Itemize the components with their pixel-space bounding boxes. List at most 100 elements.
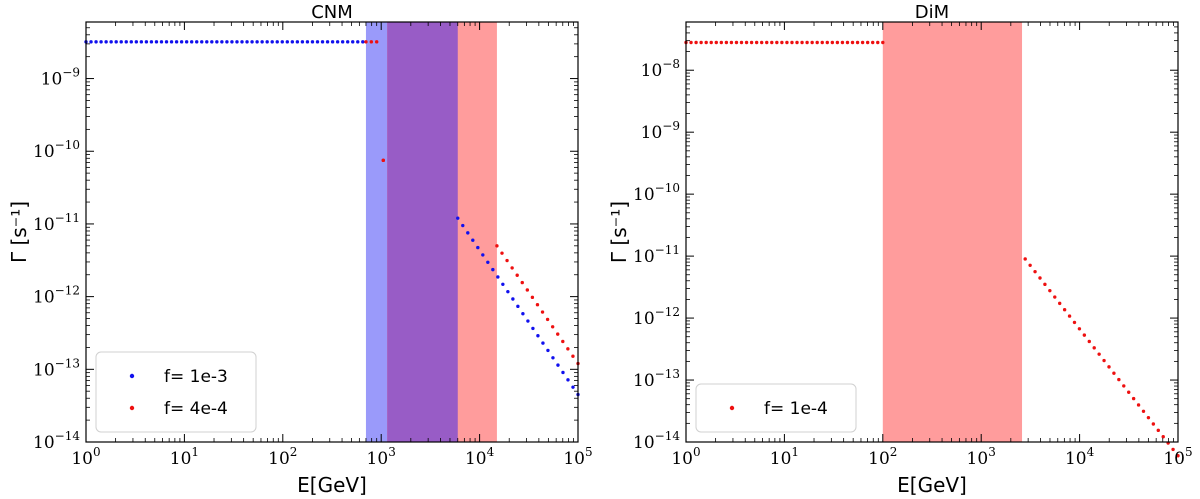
- data-point: [240, 40, 244, 44]
- data-point: [1048, 288, 1052, 293]
- data-point: [734, 40, 739, 45]
- data-point: [825, 40, 829, 45]
- data-point: [536, 334, 540, 338]
- data-point: [230, 40, 234, 44]
- data-point: [739, 40, 744, 45]
- data-point: [871, 40, 875, 45]
- data-point: [1117, 377, 1121, 382]
- data-point: [310, 40, 315, 44]
- y-tick-base: 10: [33, 142, 55, 162]
- data-point: [510, 266, 514, 270]
- data-point: [325, 40, 330, 44]
- data-point: [1136, 403, 1141, 407]
- x-tick-exp: 4: [1087, 445, 1095, 459]
- data-point: [719, 40, 724, 45]
- data-point: [785, 40, 789, 45]
- data-point: [476, 245, 480, 250]
- data-point: [245, 40, 249, 44]
- data-point: [556, 363, 560, 367]
- x-tick-exp: 5: [585, 445, 593, 459]
- legend-label: f= 1e-4: [764, 399, 828, 419]
- data-point: [265, 40, 269, 44]
- data-point: [275, 40, 279, 44]
- data-point: [164, 40, 169, 44]
- x-tick-exp: 0: [693, 445, 701, 459]
- y-tick-label: 10−13: [633, 367, 680, 391]
- y-tick-exp: −8: [662, 57, 680, 71]
- data-point: [1033, 269, 1037, 274]
- data-point: [566, 378, 570, 382]
- data-point: [119, 40, 123, 44]
- y-tick-base: 10: [33, 288, 55, 308]
- data-point: [1092, 346, 1096, 350]
- x-tick-base: 10: [465, 449, 487, 469]
- y-tick-label: 10−14: [633, 429, 680, 453]
- x-tick-base: 10: [367, 449, 389, 469]
- data-point: [250, 40, 254, 44]
- x-tick-exp: 2: [890, 445, 898, 459]
- x-tick-exp: 3: [388, 445, 396, 459]
- band-0: [882, 22, 1023, 442]
- data-point: [1023, 257, 1027, 261]
- y-tick-label: 10−10: [33, 138, 80, 162]
- data-point: [855, 40, 860, 45]
- x-tick-label: 100: [671, 445, 700, 469]
- data-point: [1062, 308, 1067, 312]
- data-point: [520, 280, 524, 285]
- data-point: [1131, 396, 1136, 401]
- data-point: [689, 40, 693, 45]
- data-point: [1097, 352, 1101, 356]
- data-point: [99, 40, 103, 44]
- data-point: [381, 158, 385, 163]
- data-point: [881, 40, 885, 45]
- data-point: [320, 40, 325, 44]
- data-point: [169, 40, 174, 44]
- data-point: [1176, 454, 1180, 458]
- data-point: [526, 319, 530, 323]
- x-tick-label: 103: [367, 445, 396, 469]
- legend-marker: [129, 405, 135, 411]
- data-point: [749, 40, 754, 45]
- y-tick-exp: −12: [655, 305, 680, 319]
- data-point: [515, 273, 519, 277]
- data-point: [550, 325, 555, 329]
- data-point: [1127, 390, 1131, 394]
- data-point: [471, 238, 475, 242]
- data-point: [496, 275, 500, 279]
- data-point: [699, 40, 703, 45]
- panel-title: CNM: [311, 2, 353, 23]
- data-point: [775, 40, 779, 45]
- data-point: [566, 347, 570, 351]
- data-point: [765, 40, 769, 45]
- data-point: [149, 40, 154, 44]
- data-point: [1053, 295, 1057, 299]
- data-point: [511, 297, 515, 301]
- data-point: [525, 288, 530, 292]
- data-point: [369, 40, 374, 44]
- data-point: [724, 40, 729, 45]
- data-point: [810, 40, 814, 45]
- x-tick-base: 10: [1163, 449, 1185, 469]
- data-point: [815, 40, 819, 45]
- data-point: [759, 40, 764, 45]
- data-point: [561, 370, 565, 375]
- data-point: [491, 267, 495, 272]
- x-tick-base: 10: [671, 449, 693, 469]
- data-point: [94, 40, 98, 44]
- data-point: [805, 40, 809, 45]
- data-point: [500, 251, 504, 255]
- y-tick-exp: −9: [662, 119, 680, 133]
- data-point: [351, 40, 355, 44]
- y-tick-exp: −14: [55, 429, 81, 443]
- y-tick-label: 10−12: [33, 284, 80, 308]
- data-point: [780, 40, 784, 45]
- y-tick-base: 10: [641, 61, 663, 81]
- data-point: [770, 40, 774, 45]
- data-point: [335, 40, 340, 44]
- y-tick-exp: −10: [55, 138, 80, 152]
- series-0: [84, 40, 580, 397]
- legend-marker: [129, 373, 135, 379]
- x-tick-label: 104: [1065, 445, 1095, 469]
- data-point: [295, 40, 300, 44]
